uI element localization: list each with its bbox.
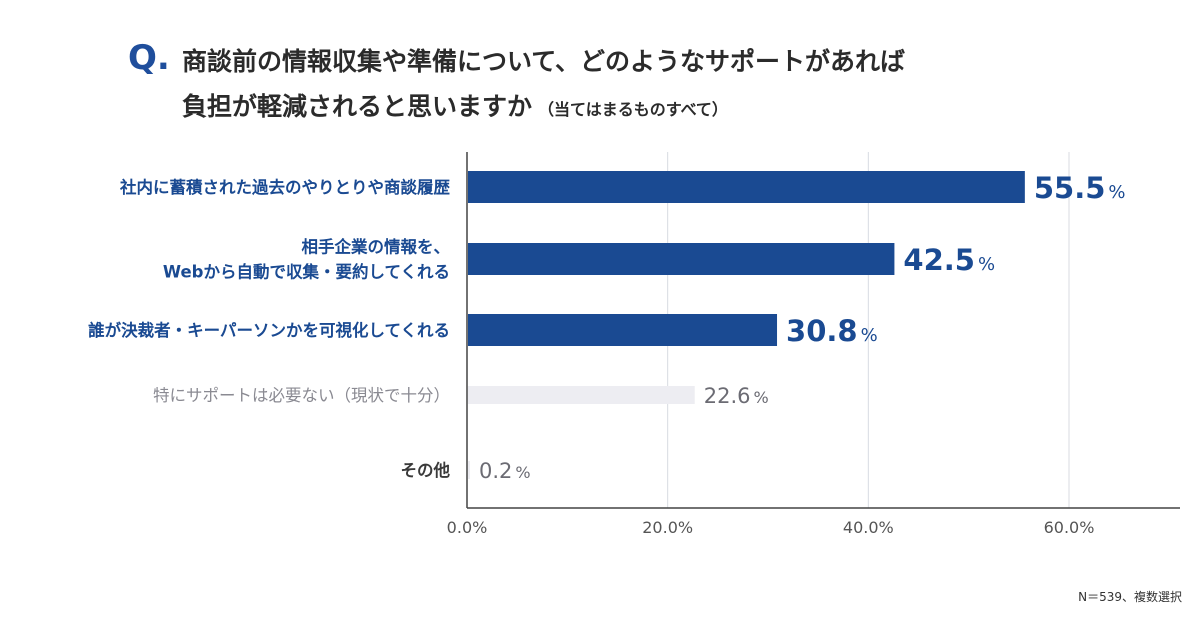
- category-label-2: 誰が決裁者・キーパーソンかを可視化してくれる: [88, 320, 450, 340]
- bar-2: [468, 314, 778, 346]
- bar-3: [468, 386, 695, 404]
- question-line-2-text: 負担が軽減されると思いますか: [182, 92, 533, 121]
- question-note: （当てはまるものすべて）: [538, 100, 728, 119]
- bar-0: [468, 171, 1025, 203]
- value-label-3: 22.6%: [704, 384, 769, 408]
- x-tick-label-1: 20.0%: [642, 518, 693, 537]
- value-label-4: 0.2%: [479, 459, 531, 483]
- x-tick-label-0: 0.0%: [447, 518, 488, 537]
- value-label-2: 30.8%: [786, 314, 878, 348]
- question-line-2: 負担が軽減されると思いますか （当てはまるものすべて）: [182, 87, 728, 123]
- category-label-3: 特にサポートは必要ない（現状で十分）: [153, 386, 450, 405]
- category-label-1-line-1: Webから自動で収集・要約してくれる: [163, 262, 450, 282]
- value-label-0: 55.5%: [1034, 171, 1126, 205]
- category-label-0: 社内に蓄積された過去のやりとりや商談履歴: [119, 177, 451, 197]
- x-tick-label-3: 60.0%: [1044, 518, 1095, 537]
- question-mark: Q.: [128, 38, 170, 78]
- value-label-1: 42.5%: [903, 243, 995, 277]
- bar-4: [468, 461, 471, 479]
- question-line-1: 商談前の情報収集や準備について、どのようなサポートがあれば: [182, 47, 906, 76]
- sample-footnote: N＝539、複数選択: [1078, 590, 1182, 604]
- x-tick-label-2: 40.0%: [843, 518, 894, 537]
- category-label-1-line-0: 相手企業の情報を、: [302, 237, 451, 257]
- category-label-4: その他: [401, 460, 451, 480]
- bar-1: [468, 243, 895, 275]
